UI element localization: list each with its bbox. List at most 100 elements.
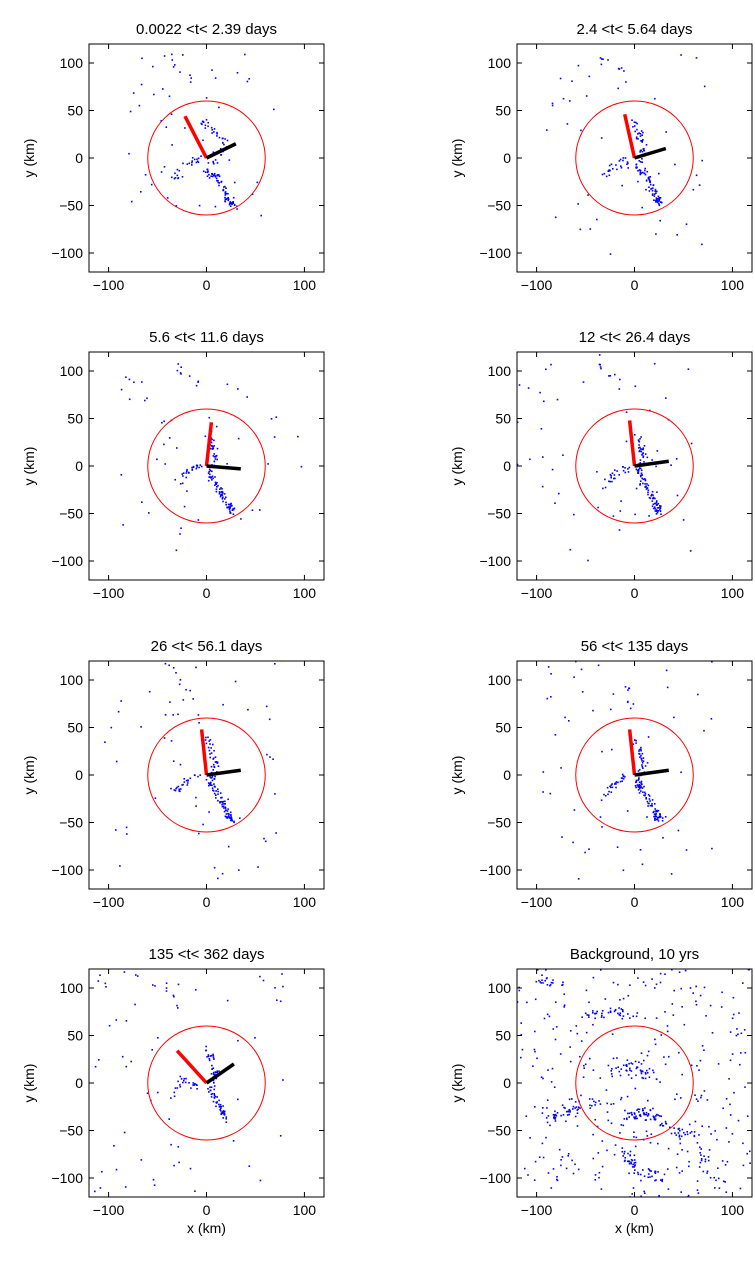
event-point [230,201,232,204]
event-point [214,1073,216,1076]
event-point [603,172,606,175]
event-point [128,398,131,401]
event-point [178,169,181,172]
event-point [226,383,229,386]
event-point [651,804,653,807]
event-point [173,789,176,791]
event-point [675,1134,678,1136]
event-point [622,159,624,162]
event-point [171,59,174,61]
event-point [584,1012,587,1015]
event-point [220,1113,222,1116]
event-point [703,85,706,88]
event-point [179,1075,182,1078]
event-point [644,483,646,485]
event-point [610,163,613,166]
event-point [212,1053,214,1056]
event-point [562,454,564,456]
event-point [624,157,627,159]
event-point [171,176,173,179]
y-tick-label: 50 [495,720,511,736]
event-point [550,673,552,675]
event-point [647,1114,650,1116]
event-point [214,456,217,458]
event-point [568,1113,571,1116]
event-point [195,796,197,799]
event-point [598,1171,601,1174]
event-point [627,1112,629,1115]
event-point [212,151,215,153]
event-point [655,509,658,511]
event-point [617,1012,619,1015]
y-tick-label: 50 [495,411,511,427]
event-point [664,1120,667,1123]
event-point [638,1061,640,1063]
event-point [215,425,218,428]
event-point [546,697,549,700]
event-point [698,1134,700,1136]
event-point [550,696,552,698]
event-point [661,817,664,819]
event-point [645,797,647,799]
event-point [618,1013,621,1016]
event-point [165,126,168,128]
event-point [163,443,165,446]
event-point [686,1150,689,1153]
event-point [223,1111,225,1114]
event-point [642,456,644,459]
event-point [632,1015,634,1018]
event-point [639,161,642,163]
event-point [546,1107,548,1109]
event-point [193,158,196,161]
event-point [609,473,612,476]
event-point [656,507,659,509]
event-point [651,493,653,496]
event-point [658,203,660,205]
event-point [597,1152,600,1154]
event-point [188,375,191,377]
event-point [585,1031,588,1034]
event-point [649,183,652,186]
event-point [653,362,656,365]
event-point [653,810,655,813]
event-point [660,1115,662,1118]
event-point [628,1112,631,1115]
event-point [638,160,641,162]
event-point [630,1062,632,1064]
event-point [636,1117,638,1120]
event-point [613,783,616,785]
event-point [182,783,184,786]
event-point [618,388,621,390]
event-point [634,1060,637,1063]
event-point [217,181,219,184]
event-point [627,162,629,165]
event-point [644,1073,647,1075]
event-point [640,1052,643,1054]
event-point [649,1109,652,1112]
event-point [637,770,640,772]
event-point [527,1174,529,1176]
event-point [637,170,639,172]
event-point [552,1168,555,1170]
event-point [639,756,641,758]
event-point [256,181,259,184]
event-point [594,1118,596,1121]
y-tick-label: −50 [487,815,511,831]
event-point [572,1105,575,1108]
event-point [731,1053,734,1055]
event-point [546,129,548,131]
event-point [534,998,537,1001]
event-point [214,1095,217,1098]
event-point [247,708,249,711]
x-tick-label: 0 [203,894,211,910]
event-point [626,810,629,812]
event-point [213,866,216,869]
event-point [646,800,649,803]
event-point [651,193,654,195]
event-point [604,478,606,481]
event-point [586,1014,588,1016]
black-direction-line [205,142,237,160]
event-point [129,110,132,113]
event-point [679,1142,682,1145]
event-point [171,144,173,146]
